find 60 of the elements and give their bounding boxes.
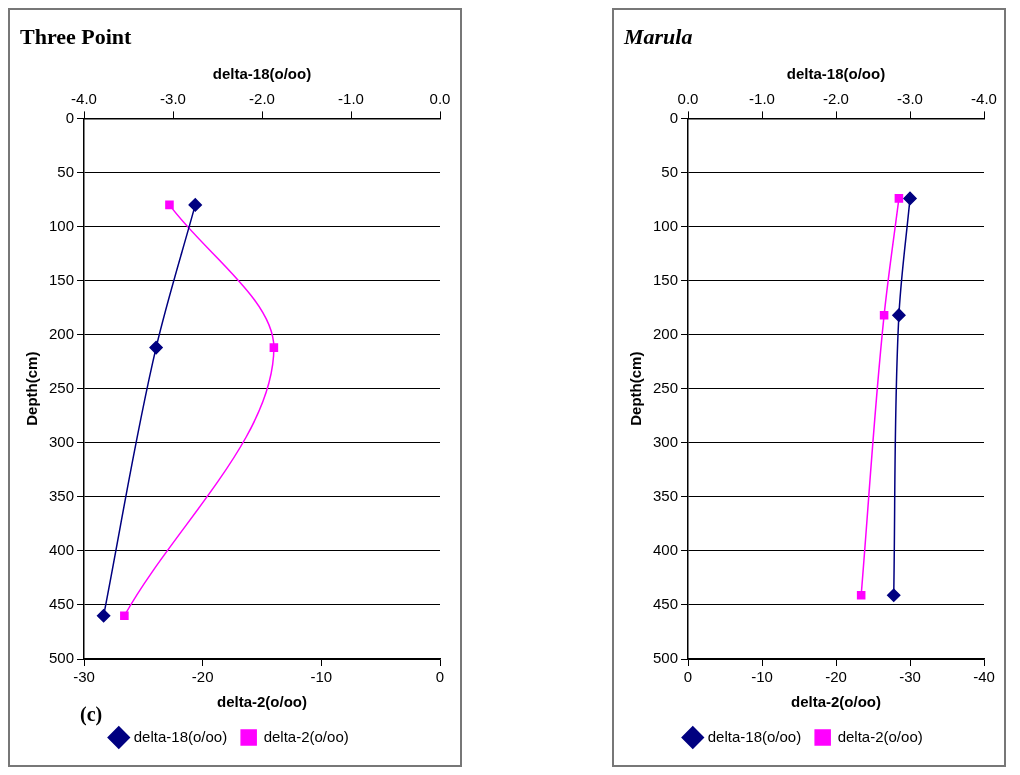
- chart-title: Marula: [623, 23, 693, 49]
- text: (c): [80, 703, 103, 726]
- y-tick-label: 450: [653, 595, 679, 613]
- x2-tick-label: -4.0: [71, 89, 97, 107]
- y-tick-label: 200: [653, 324, 679, 342]
- legend-label: delta-18(o/oo): [133, 727, 228, 745]
- chart-title: Three Point: [20, 23, 133, 49]
- y-tick-label: 100: [49, 216, 75, 234]
- point: [269, 343, 279, 352]
- y-tick-label: 0: [65, 108, 75, 126]
- x2-tick-label: 0.0: [429, 89, 451, 107]
- point: [894, 194, 904, 203]
- y-tick-label: 250: [653, 378, 679, 396]
- y-tick-label: 350: [49, 486, 75, 504]
- point: [120, 611, 129, 621]
- legend-label: delta-18(o/oo): [707, 727, 802, 745]
- x2-tick-label: -3.0: [160, 89, 186, 107]
- y-tick-label: 450: [49, 595, 75, 613]
- y-tick-label: 0: [669, 108, 679, 126]
- x-tick-label: -10: [310, 668, 333, 686]
- y-tick-label: 50: [661, 162, 679, 180]
- x-tick-label: -20: [191, 668, 214, 686]
- x2-tick-label: -3.0: [897, 89, 923, 107]
- x-tick-label: -10: [751, 668, 773, 686]
- y-tick-label: 150: [49, 270, 75, 288]
- y-tick-label: 300: [653, 432, 679, 450]
- y-tick-label: 200: [49, 324, 75, 342]
- x2-tick-label: 0.0: [677, 89, 699, 107]
- point: [856, 590, 866, 600]
- y-tick-label: 500: [49, 649, 75, 667]
- y-tick-label: 400: [653, 541, 679, 559]
- x-axis-title: delta-2(o/oo): [217, 693, 308, 711]
- x-axis-title: delta-2(o/oo): [791, 693, 882, 711]
- y-tick-label: 350: [653, 486, 679, 504]
- x-tick-label: -30: [73, 668, 95, 686]
- y-axis-title: Depth(cm): [627, 351, 645, 426]
- y-tick-label: 100: [653, 216, 679, 234]
- point: [879, 310, 889, 320]
- y-tick-label: 50: [57, 162, 75, 180]
- y-tick-label: 300: [49, 432, 75, 450]
- x2-tick-label: -2.0: [823, 89, 849, 107]
- x-tick-label: 0: [435, 668, 445, 686]
- legend-label: delta-2(o/oo): [263, 727, 349, 745]
- x2-tick-label: -1.0: [749, 89, 775, 107]
- y-axis-title: Depth(cm): [23, 351, 41, 426]
- x2-tick-label: -4.0: [971, 89, 997, 107]
- x2-tick-label: -2.0: [249, 89, 275, 107]
- x-tick-label: -20: [825, 668, 847, 686]
- x2-axis-title: delta-18(o/oo): [786, 64, 886, 82]
- y-tick-label: 150: [653, 270, 679, 288]
- y-tick-label: 250: [49, 378, 75, 396]
- x2-tick-label: -1.0: [338, 89, 364, 107]
- point: [165, 200, 174, 210]
- x-tick-label: -30: [899, 668, 921, 686]
- legend-label: delta-2(o/oo): [837, 727, 923, 745]
- y-tick-label: 400: [49, 541, 75, 559]
- x-tick-label: -40: [973, 668, 995, 686]
- x-tick-label: 0: [683, 668, 693, 686]
- y-tick-label: 500: [653, 649, 679, 667]
- x2-axis-title: delta-18(o/oo): [212, 64, 312, 82]
